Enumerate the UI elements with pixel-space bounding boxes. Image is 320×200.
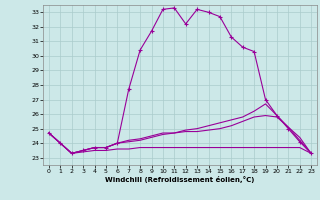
- X-axis label: Windchill (Refroidissement éolien,°C): Windchill (Refroidissement éolien,°C): [105, 176, 255, 183]
